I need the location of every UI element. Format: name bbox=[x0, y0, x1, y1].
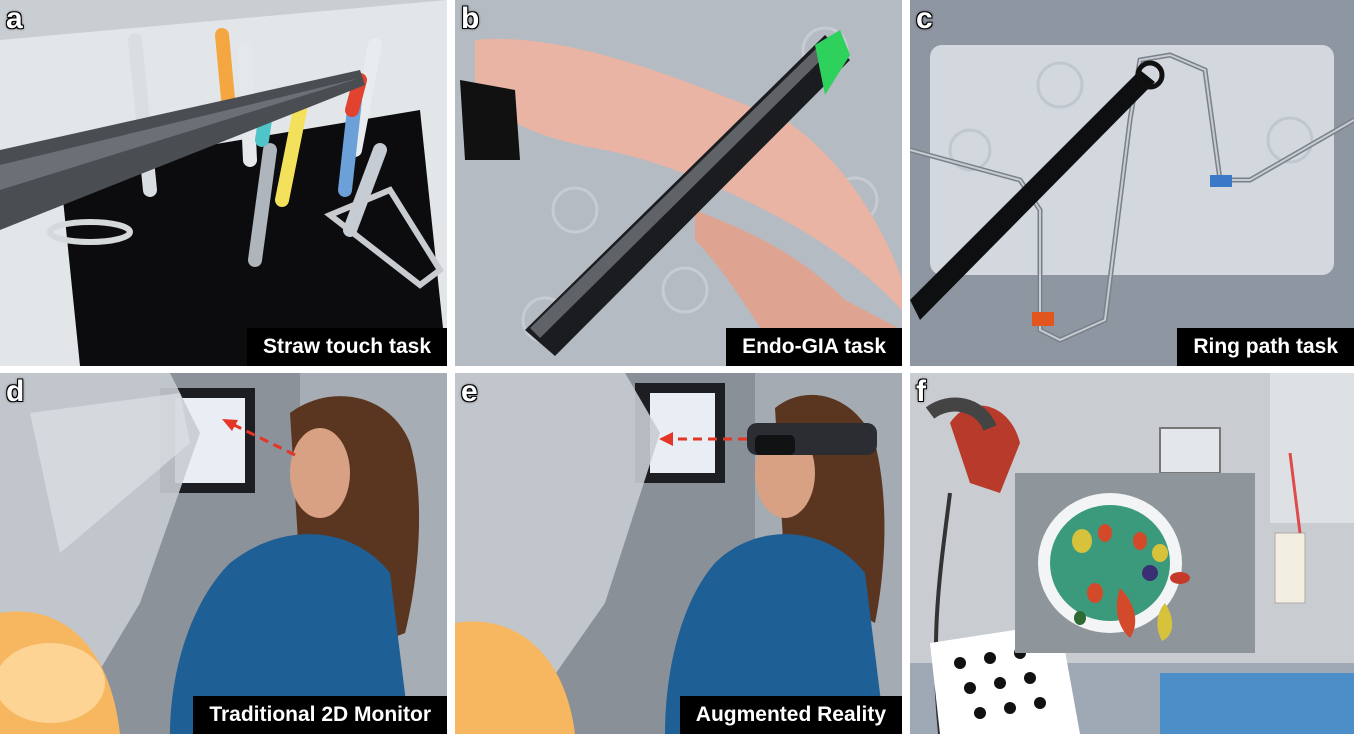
panel-a-photo bbox=[0, 0, 447, 366]
panel-b: b Endo-GIA task bbox=[455, 0, 902, 366]
panel-letter: d bbox=[6, 375, 25, 408]
panel-f: f bbox=[910, 373, 1354, 734]
panel-letter: a bbox=[6, 2, 23, 35]
panel-letter: f bbox=[916, 375, 926, 408]
panel-letter: b bbox=[461, 2, 480, 35]
panel-caption: Traditional 2D Monitor bbox=[193, 696, 447, 734]
panel-caption: Endo-GIA task bbox=[726, 328, 902, 366]
panel-b-photo bbox=[455, 0, 902, 366]
panel-letter: e bbox=[461, 375, 478, 408]
panel-a: a Straw touch task bbox=[0, 0, 447, 366]
panel-d-photo bbox=[0, 373, 447, 734]
panel-letter: c bbox=[916, 2, 933, 35]
panel-d: d Traditional 2D Monitor bbox=[0, 373, 447, 734]
panel-caption: Straw touch task bbox=[246, 328, 447, 366]
panel-f-photo bbox=[910, 373, 1354, 734]
panel-c: c Ring path task bbox=[910, 0, 1354, 366]
panel-caption: Ring path task bbox=[1177, 328, 1354, 366]
panel-caption: Augmented Reality bbox=[679, 696, 902, 734]
panel-c-photo bbox=[910, 0, 1354, 366]
panel-e: e Augmented Reality bbox=[455, 373, 902, 734]
panel-e-photo bbox=[455, 373, 902, 734]
